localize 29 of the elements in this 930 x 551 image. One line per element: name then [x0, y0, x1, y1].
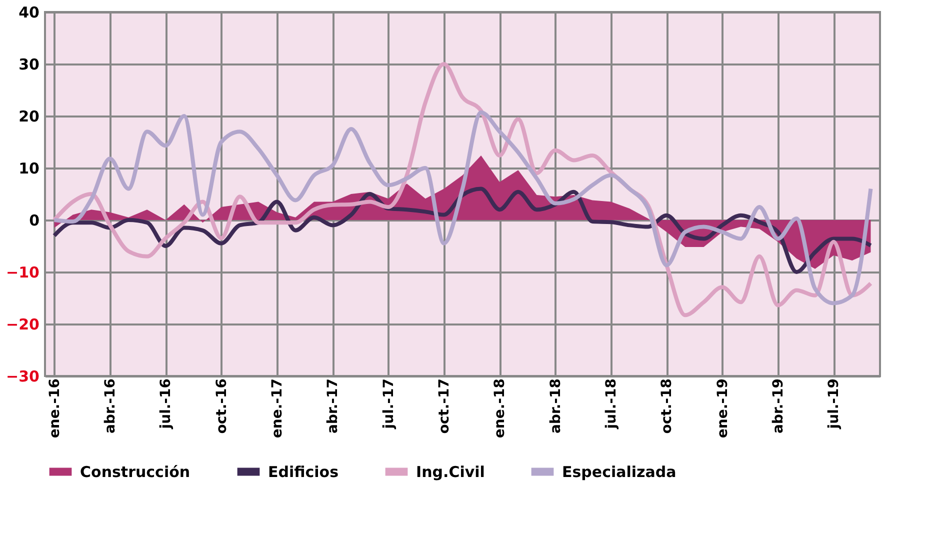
- legend-label: Construcción: [80, 462, 190, 481]
- y-tick-label: 10: [18, 160, 40, 178]
- x-tick-label: ene.-18: [492, 378, 508, 438]
- x-tick-label: abr.-16: [102, 378, 118, 434]
- y-tick-label: 30: [18, 56, 40, 74]
- x-tick-label: ene.-16: [46, 378, 63, 438]
- x-tick-label: oct.-18: [659, 378, 676, 434]
- x-tick-label: ene.-17: [269, 378, 286, 438]
- legend-label: Ing.Civil: [416, 462, 485, 481]
- y-tick-label: 0: [29, 212, 40, 230]
- x-tick-label: jul.-19: [826, 378, 842, 430]
- legend-label: Edificios: [268, 462, 339, 481]
- y-tick-label: 40: [18, 4, 40, 22]
- x-tick-label: abr.-19: [770, 378, 786, 434]
- legend-label: Especializada: [562, 462, 676, 481]
- x-tick-label: oct.-16: [214, 378, 230, 434]
- x-tick-label: jul.-16: [158, 378, 174, 430]
- x-tick-label: abr.-17: [325, 378, 342, 434]
- y-tick-label: −30: [6, 368, 40, 386]
- line-series: [52, 62, 873, 318]
- x-tick-label: ene.-19: [714, 378, 731, 438]
- y-tick-label: 20: [18, 108, 40, 126]
- x-tick-label: oct.-17: [436, 378, 452, 434]
- x-tick-label: jul.-17: [380, 378, 397, 430]
- line-series: [52, 110, 873, 306]
- x-tick-label: abr.-18: [548, 378, 564, 434]
- y-tick-label: −20: [6, 316, 40, 334]
- y-tick-label: −10: [6, 264, 40, 282]
- x-tick-label: jul.-18: [603, 378, 620, 430]
